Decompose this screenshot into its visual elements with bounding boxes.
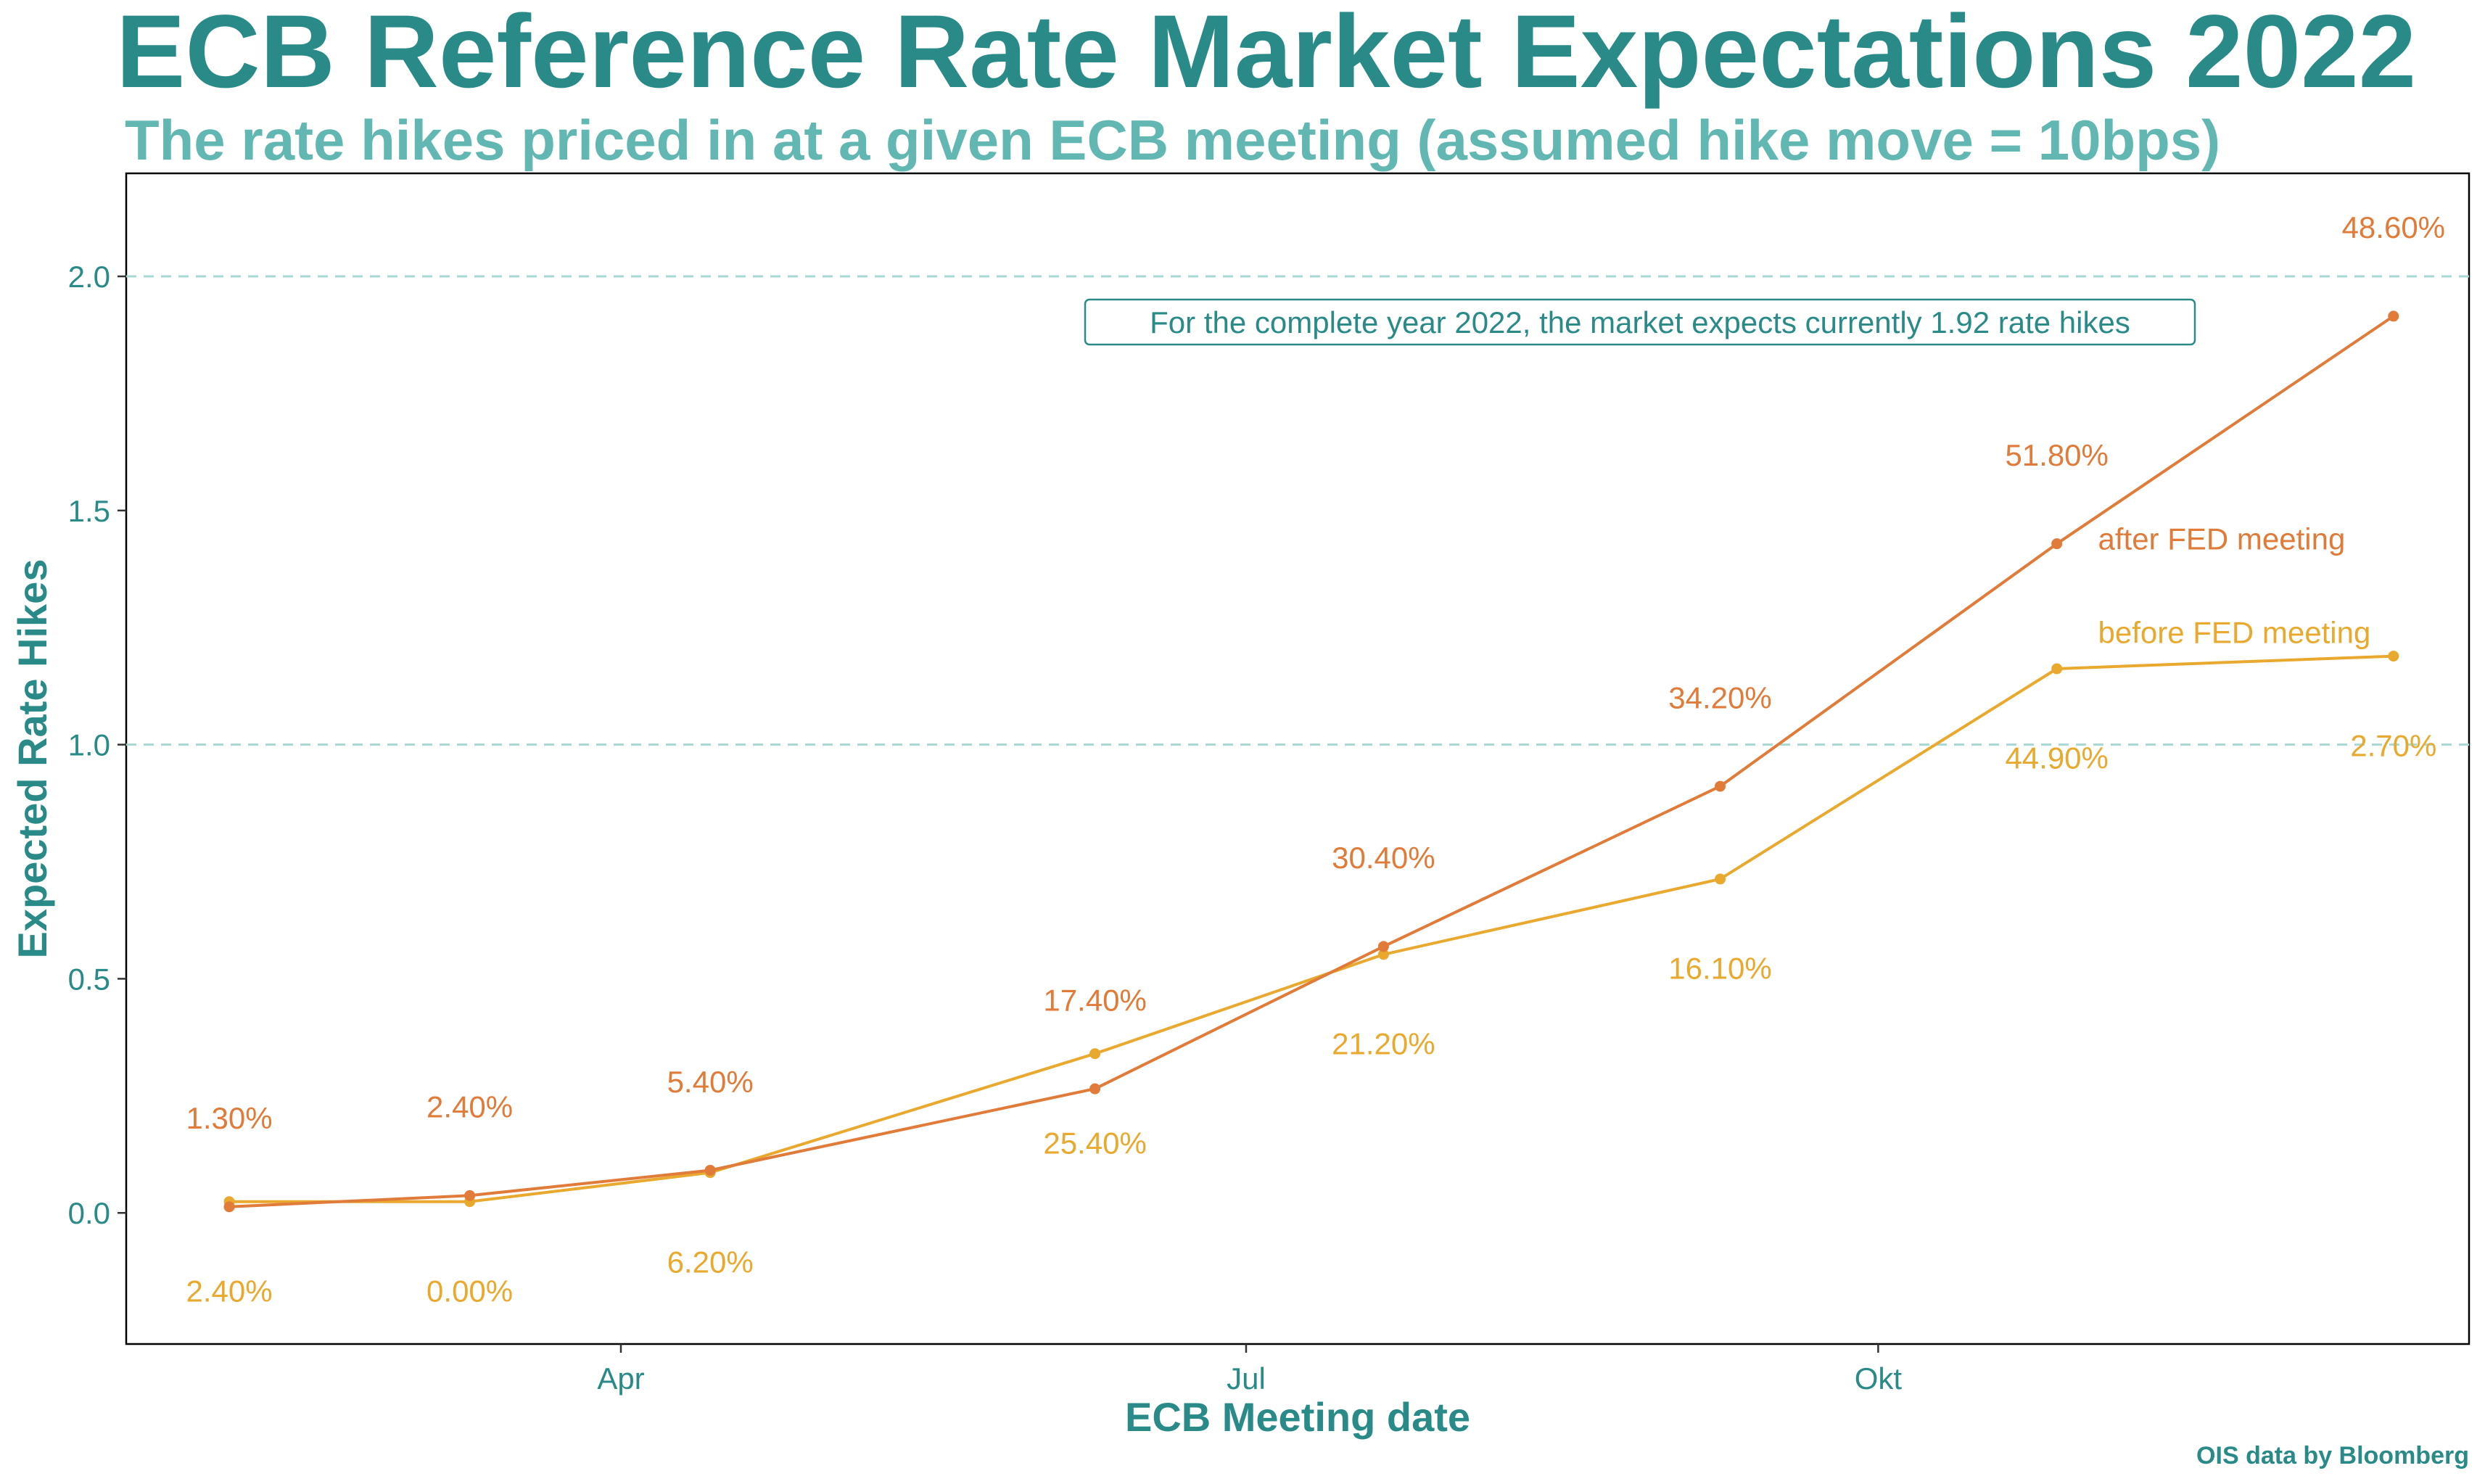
chart-subtitle: The rate hikes priced in at a given ECB … bbox=[125, 108, 2220, 172]
series-name-label: after FED meeting bbox=[2098, 522, 2346, 556]
reference-lines bbox=[126, 275, 2469, 746]
x-axis-title: ECB Meeting date bbox=[1125, 1394, 1470, 1440]
x-axis-ticks: Apr Jul Okt bbox=[597, 1344, 1902, 1396]
series-layer bbox=[223, 310, 2399, 1213]
plot-panel bbox=[125, 172, 2470, 1345]
data-label: 34.20% bbox=[1668, 680, 1771, 714]
data-point bbox=[704, 1164, 716, 1176]
data-label: 16.10% bbox=[1668, 952, 1771, 986]
data-label: 1.30% bbox=[186, 1101, 273, 1135]
chart-caption: OIS data by Bloomberg bbox=[2196, 1442, 2469, 1469]
data-point bbox=[1377, 949, 1389, 960]
series-name-label: before FED meeting bbox=[2098, 616, 2371, 650]
x-tick-label: Apr bbox=[597, 1361, 644, 1396]
y-axis-title: Expected Rate Hikes bbox=[9, 559, 55, 959]
data-label: 51.80% bbox=[2005, 438, 2108, 472]
series-line-1 bbox=[228, 654, 2395, 1203]
data-label-layer: 1.30% 2.40% 5.40% 17.40% 30.40% 34.20% 51.80% 4… bbox=[186, 210, 2445, 1308]
data-label: 48.60% bbox=[2342, 210, 2445, 244]
data-point bbox=[2051, 538, 2063, 550]
data-label: 44.90% bbox=[2005, 741, 2108, 775]
y-tick-label: 2.0 bbox=[68, 260, 110, 294]
data-point bbox=[1089, 1083, 1101, 1095]
data-label: 0.00% bbox=[426, 1274, 513, 1308]
y-tick-label: 1.5 bbox=[68, 494, 110, 528]
data-label: 17.40% bbox=[1043, 983, 1146, 1017]
data-label: 25.40% bbox=[1043, 1126, 1146, 1160]
data-label: 2.40% bbox=[186, 1274, 273, 1308]
y-tick-label: 0.5 bbox=[68, 962, 110, 996]
data-label: 2.70% bbox=[2350, 728, 2436, 762]
data-label: 5.40% bbox=[667, 1065, 754, 1099]
y-tick-label: 0.0 bbox=[68, 1196, 110, 1230]
data-point bbox=[1377, 941, 1389, 952]
data-point bbox=[223, 1201, 235, 1213]
data-label: 6.20% bbox=[667, 1245, 754, 1279]
data-label: 2.40% bbox=[426, 1090, 513, 1124]
y-axis-ticks: 0.0 0.5 1.0 1.5 2.0 bbox=[68, 260, 126, 1230]
series-line-0 bbox=[228, 314, 2395, 1208]
data-point bbox=[2051, 663, 2063, 675]
data-point bbox=[1089, 1048, 1101, 1060]
annotation-text: For the complete year 2022, the market e… bbox=[1150, 305, 2130, 339]
data-point bbox=[2388, 651, 2399, 662]
data-label: 21.20% bbox=[1332, 1027, 1435, 1061]
chart-title: ECB Reference Rate Market Expectations 2… bbox=[116, 0, 2416, 110]
data-point bbox=[1715, 873, 1726, 885]
annotation-frame bbox=[1084, 298, 2196, 346]
annotation-box: For the complete year 2022, the market e… bbox=[1084, 298, 2196, 346]
data-point bbox=[1715, 780, 1726, 792]
y-tick-label: 1.0 bbox=[68, 728, 110, 762]
x-tick-label: Jul bbox=[1227, 1361, 1266, 1396]
data-point bbox=[2388, 310, 2399, 322]
data-point bbox=[464, 1190, 476, 1201]
data-label: 30.40% bbox=[1332, 841, 1435, 875]
x-tick-label: Okt bbox=[1855, 1361, 1903, 1396]
